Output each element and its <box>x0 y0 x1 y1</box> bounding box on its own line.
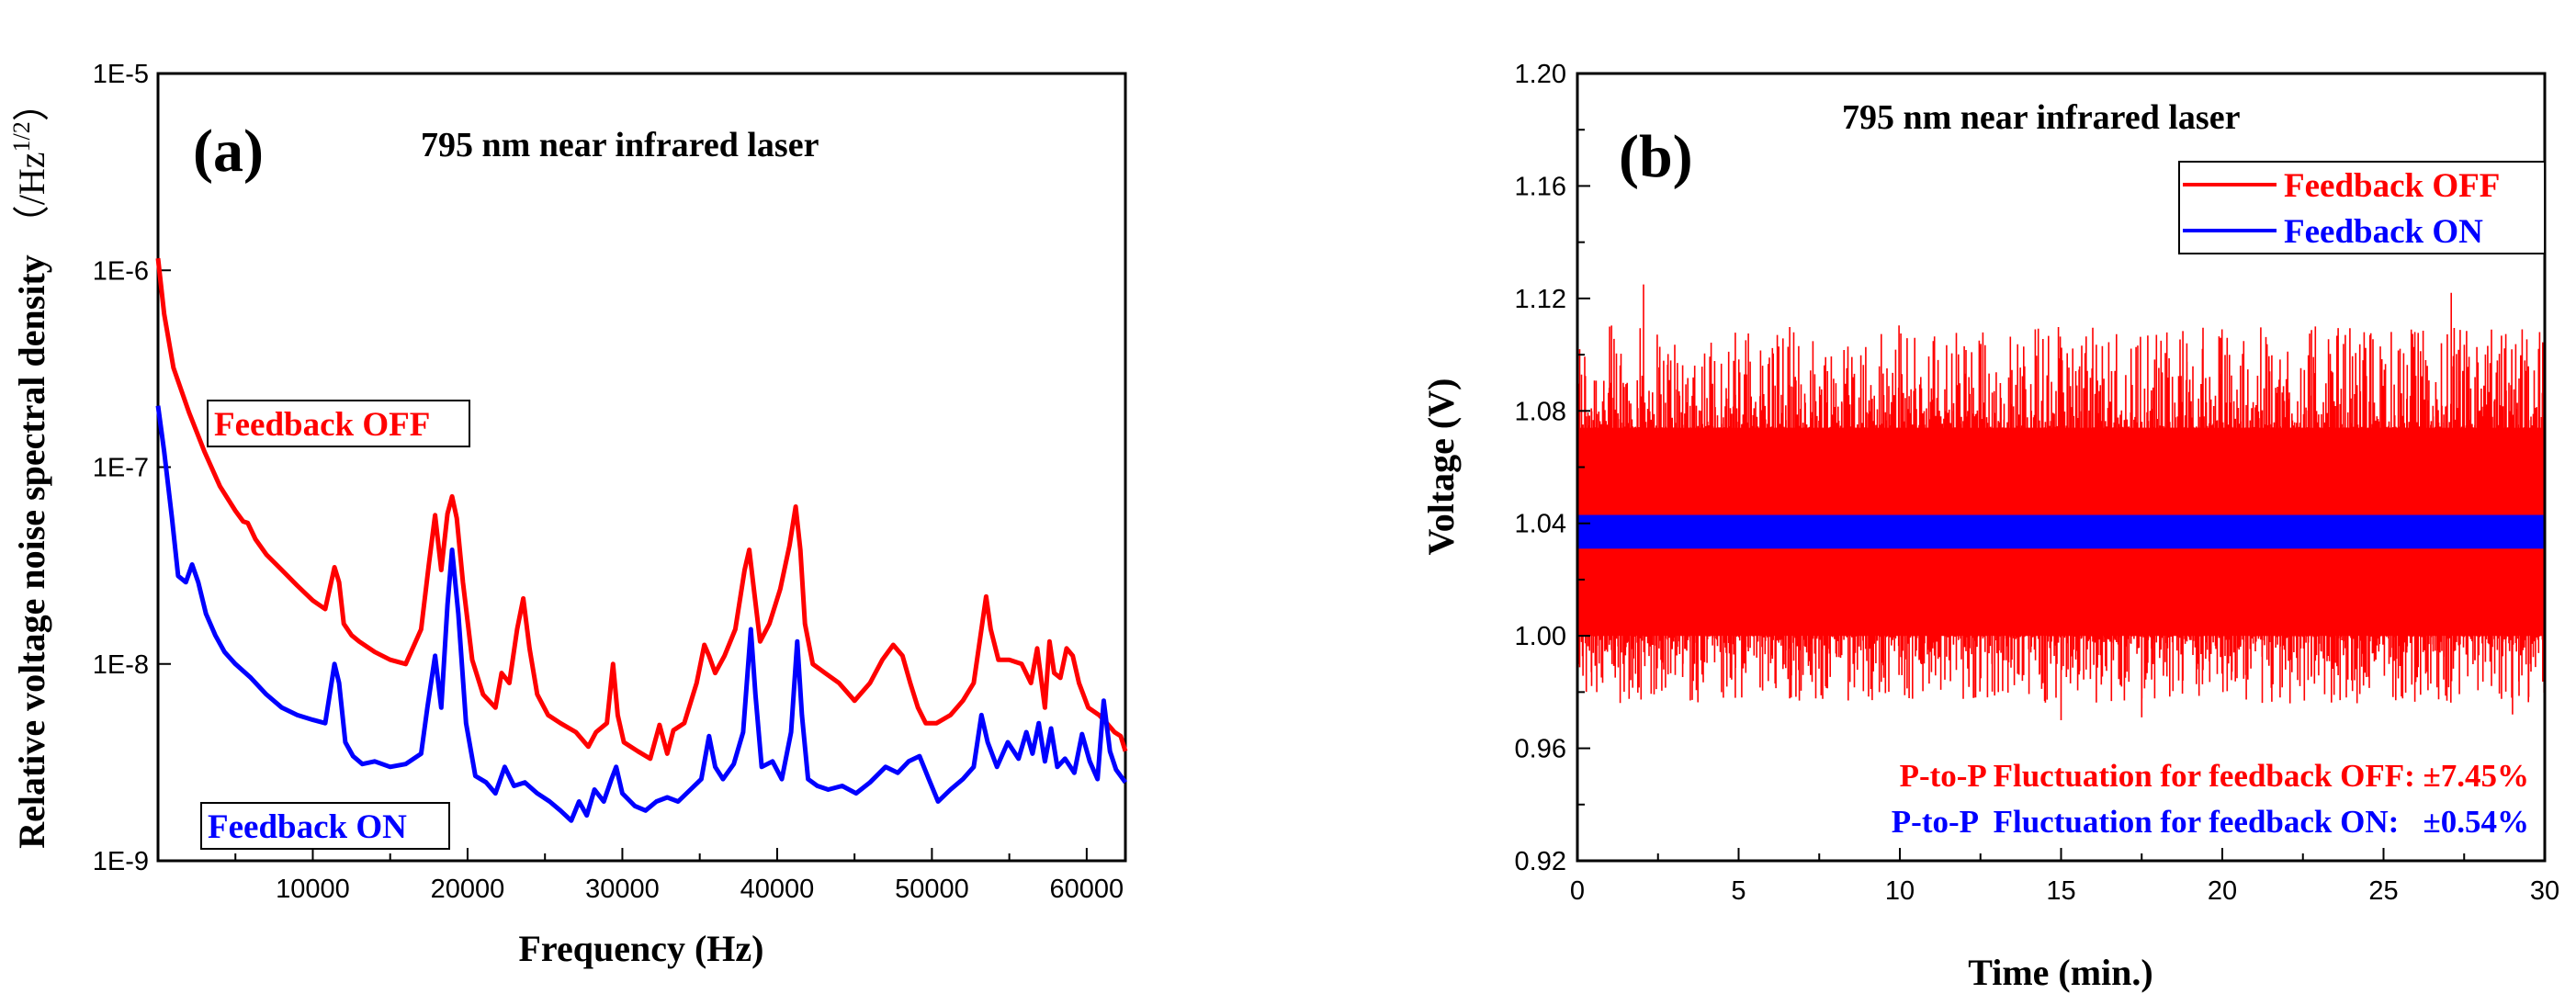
panel-b-y-ticks: 0.92 0.96 1.00 1.04 1.08 1.12 1.16 1.20 <box>1515 60 1590 876</box>
panel-b-y-tick-label: 1.16 <box>1515 172 1566 201</box>
panel-a-x-tick-label: 10000 <box>276 875 350 904</box>
panel-b-y-tick-label: 1.00 <box>1515 622 1566 651</box>
feedback-off-callout: Feedback OFF <box>207 400 470 447</box>
panel-a-y-tick-label: 1E-9 <box>93 847 149 876</box>
panel-a-y-tick-label: 1E-8 <box>93 650 149 680</box>
feedback-on-callout: Feedback ON <box>200 802 450 850</box>
panel-a-y-axis-title-main: Relative voltage noise spectral density <box>11 254 52 849</box>
panel-b-x-tick-label: 30 <box>2530 876 2559 906</box>
panel-a-y-tick-label: 1E-7 <box>93 454 149 483</box>
panel-a-y-tick-label: 1E-5 <box>93 60 149 89</box>
panel-b-x-axis-title: Time (min.) <box>1968 952 2152 993</box>
panel-a-y-axis-unit-exponent: 1/2 <box>8 121 35 152</box>
feedback-on-signal-band <box>1577 514 2545 549</box>
feedback-off-signal-trace <box>1577 284 2545 720</box>
feedback-off-callout-label: Feedback OFF <box>214 406 430 444</box>
panel-b-y-tick-label: 1.12 <box>1515 285 1566 314</box>
panel-a-y-tick-label: 1E-6 <box>93 256 149 286</box>
panel-b-x-tick-label: 15 <box>2046 876 2075 906</box>
panel-b-x-tick-label: 25 <box>2368 876 2398 906</box>
panel-b-x-tick-label: 0 <box>1570 876 1585 906</box>
panel-a-x-tick-label: 30000 <box>585 875 660 904</box>
panel-a-label: (a) <box>193 118 264 185</box>
panel-b-label: (b) <box>1619 123 1693 190</box>
feedback-on-callout-box <box>200 802 450 850</box>
panel-a-x-axis-title: Frequency (Hz) <box>519 928 764 969</box>
annotation-feedback-on-fluctuation: P-to-P Fluctuation for feedback ON: ±0.5… <box>1892 804 2529 840</box>
legend-box <box>2178 161 2546 254</box>
panel-a-y-ticks: 1E-9 1E-8 1E-7 1E-6 1E-5 <box>93 60 171 876</box>
panel-a-y-axis-unit-close: ） <box>11 85 52 121</box>
feedback-on-spectrum-line <box>155 405 1128 823</box>
panel-a-x-tick-label: 40000 <box>740 875 815 904</box>
panel-a-plot-frame <box>156 72 1127 863</box>
panel-a-x-ticks: 10000 20000 30000 40000 50000 60000 <box>234 848 1124 904</box>
panel-b-x-ticks: 0 5 10 15 20 25 30 <box>1570 848 2559 906</box>
legend-feedback-off-label: Feedback OFF <box>2284 167 2500 205</box>
panel-b-y-tick-label: 1.08 <box>1515 397 1566 426</box>
feedback-off-callout-box <box>207 400 470 447</box>
panel-b-title: 795 nm near infrared laser <box>1842 98 2241 137</box>
panel-a-x-tick-label: 50000 <box>895 875 969 904</box>
panel-b-y-tick-label: 1.04 <box>1515 510 1566 539</box>
panel-a-title: 795 nm near infrared laser <box>421 126 819 164</box>
feedback-off-spectrum-line <box>155 257 1128 762</box>
panel-a: 10000 20000 30000 40000 50000 60000 1E-91E-81… <box>8 60 1128 969</box>
panel-b-x-tick-label: 20 <box>2208 876 2237 906</box>
legend-feedback-on-label: Feedback ON <box>2284 213 2483 251</box>
panel-b-x-tick-label: 5 <box>1731 876 1746 906</box>
panel-b-series <box>1577 284 2545 720</box>
panel-b-legend: Feedback OFF Feedback ON <box>2178 161 2546 254</box>
panel-a-x-tick-label: 20000 <box>431 875 505 904</box>
panel-b-y-tick-label: 1.20 <box>1515 60 1566 89</box>
panel-b: 0 5 10 15 20 25 30 0.92 0.96 1.00 1.04 1.08 1.12 1.1… <box>1420 60 2559 993</box>
panel-a-x-tick-label: 60000 <box>1050 875 1124 904</box>
panel-b-y-axis-title: Voltage (V) <box>1420 378 1462 556</box>
panel-a-series <box>155 257 1128 823</box>
panel-b-y-tick-label: 0.96 <box>1515 735 1566 764</box>
panel-a-y-axis-title: Relative voltage noise spectral density （… <box>8 85 52 849</box>
panel-b-x-tick-label: 10 <box>1885 876 1915 906</box>
panel-a-y-axis-unit: （/Hz <box>11 152 52 242</box>
annotation-feedback-off-fluctuation: P-to-P Fluctuation for feedback OFF: ±7.… <box>1900 758 2529 794</box>
panel-b-y-tick-label: 0.92 <box>1515 847 1566 876</box>
feedback-on-callout-label: Feedback ON <box>208 808 407 846</box>
